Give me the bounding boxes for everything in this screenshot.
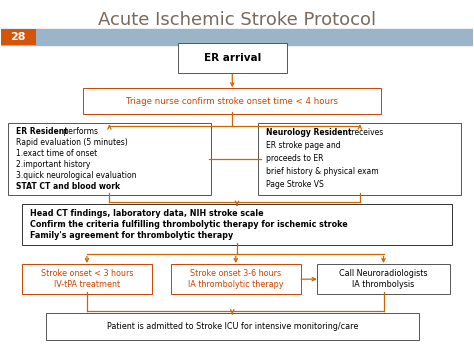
FancyBboxPatch shape — [258, 123, 462, 195]
Text: receives: receives — [349, 129, 383, 137]
Text: 28: 28 — [10, 32, 26, 42]
Text: Acute Ischemic Stroke Protocol: Acute Ischemic Stroke Protocol — [98, 11, 376, 29]
FancyBboxPatch shape — [178, 43, 287, 73]
Text: ER Resident: ER Resident — [16, 127, 68, 136]
Text: Patient is admitted to Stroke ICU for intensive monitoring/care: Patient is admitted to Stroke ICU for in… — [107, 322, 358, 331]
Text: ER stroke page and: ER stroke page and — [266, 141, 341, 151]
Text: Head CT findings, laboratory data, NIH stroke scale: Head CT findings, laboratory data, NIH s… — [30, 209, 264, 218]
FancyBboxPatch shape — [83, 88, 381, 114]
Text: performs: performs — [61, 127, 98, 136]
Text: proceeds to ER: proceeds to ER — [266, 154, 324, 163]
Text: Neurology Resident: Neurology Resident — [266, 129, 352, 137]
FancyBboxPatch shape — [0, 29, 36, 45]
FancyBboxPatch shape — [171, 264, 301, 294]
Text: Confirm the criteria fulfilling thrombolytic therapy for ischemic stroke: Confirm the criteria fulfilling thrombol… — [30, 220, 348, 229]
Text: Rapid evaluation (5 minutes): Rapid evaluation (5 minutes) — [16, 138, 128, 147]
Text: Stroke onset < 3 hours
IV-tPA treatment: Stroke onset < 3 hours IV-tPA treatment — [41, 269, 133, 289]
Text: STAT CT and blood work: STAT CT and blood work — [16, 182, 120, 191]
Bar — [0, 29, 474, 45]
FancyBboxPatch shape — [318, 264, 450, 294]
Text: 3.quick neurological evaluation: 3.quick neurological evaluation — [16, 171, 137, 180]
Text: Family's agreement for thrombolytic therapy: Family's agreement for thrombolytic ther… — [30, 231, 233, 240]
Text: Triage nurse confirm stroke onset time < 4 hours: Triage nurse confirm stroke onset time <… — [126, 97, 338, 106]
Text: 2.important history: 2.important history — [16, 160, 90, 169]
FancyBboxPatch shape — [46, 313, 419, 340]
Text: brief history & physical exam: brief history & physical exam — [266, 168, 379, 176]
Text: Page Stroke VS: Page Stroke VS — [266, 180, 324, 190]
FancyBboxPatch shape — [22, 204, 452, 245]
Text: Call Neuroradiologists
IA thrombolysis: Call Neuroradiologists IA thrombolysis — [339, 269, 428, 289]
Text: 1.exact time of onset: 1.exact time of onset — [16, 149, 97, 158]
FancyBboxPatch shape — [22, 264, 152, 294]
Text: Stroke onset 3-6 hours
IA thrombolytic therapy: Stroke onset 3-6 hours IA thrombolytic t… — [188, 269, 283, 289]
Text: ER arrival: ER arrival — [204, 53, 261, 63]
FancyBboxPatch shape — [8, 123, 211, 195]
